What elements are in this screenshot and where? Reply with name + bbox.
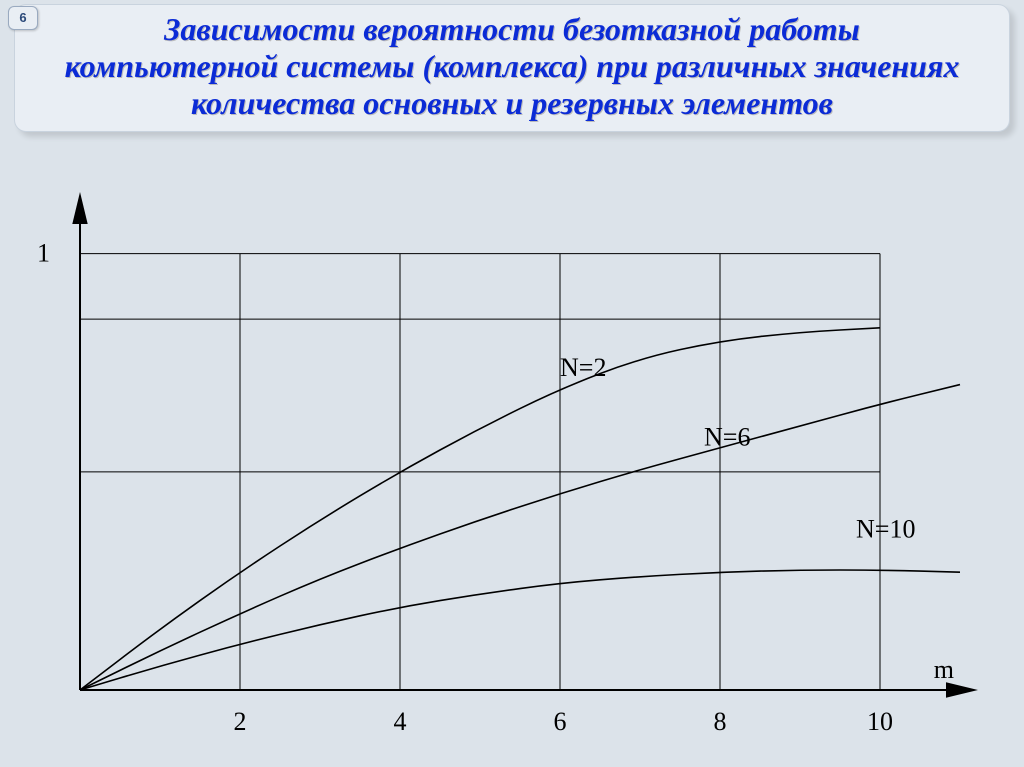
x-tick-label: 6 <box>554 707 567 736</box>
x-tick-label: 10 <box>867 707 893 736</box>
title-panel: Зависимости вероятности безотказной рабо… <box>14 4 1010 132</box>
x-axis-arrow-icon <box>946 682 978 697</box>
page-number-badge: 6 <box>8 6 38 30</box>
slide-title: Зависимости вероятности безотказной рабо… <box>55 11 969 121</box>
series-label: N=2 <box>560 353 606 382</box>
chart: N=2 N=6 N=10 2 4 6 8 10 m 1 <box>0 170 1024 767</box>
y-axis-arrow-icon <box>72 192 87 224</box>
x-axis-label: m <box>934 655 954 684</box>
chart-svg: N=2 N=6 N=10 2 4 6 8 10 m 1 <box>0 170 1024 767</box>
y-axis-top-label: 1 <box>37 239 50 268</box>
series-line <box>80 570 960 690</box>
series-label: N=6 <box>704 423 750 452</box>
x-tick-label: 8 <box>714 707 727 736</box>
x-tick-label: 2 <box>234 707 247 736</box>
slide: Зависимости вероятности безотказной рабо… <box>0 0 1024 767</box>
series-label: N=10 <box>856 514 915 543</box>
series-line <box>80 385 960 690</box>
series-line <box>80 328 880 690</box>
x-tick-label: 4 <box>394 707 407 736</box>
